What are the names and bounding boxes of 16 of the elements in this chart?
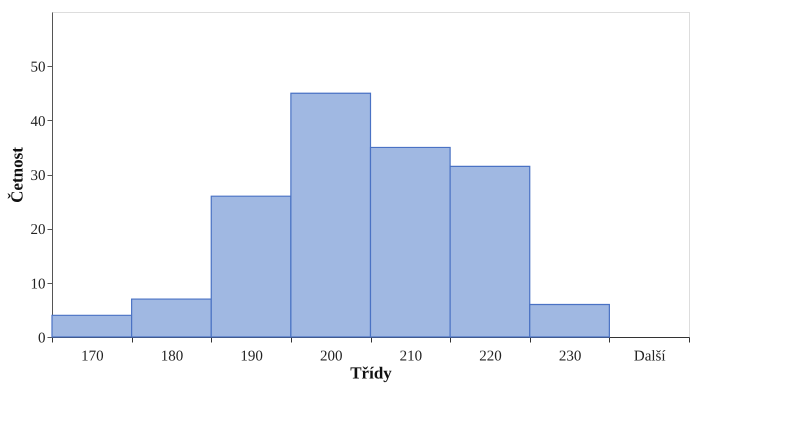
x-tick-label: 220 [479,348,502,364]
x-tick-label: 200 [320,348,342,364]
x-tick-label: 230 [558,348,582,364]
y-tick-label: 30 [30,168,46,184]
y-axis-title: Četnost [8,146,26,203]
y-tick-label: 10 [30,276,46,292]
x-tick-label: 210 [400,348,422,364]
y-tick-label: 50 [30,60,46,76]
x-axis-title: Třídy [350,364,392,382]
y-tick-label: 0 [38,330,46,346]
x-tick-label: 170 [81,348,104,364]
x-tick-label: 190 [240,348,263,364]
y-tick-label: 40 [30,114,46,130]
y-tick-label: 20 [30,222,46,238]
x-tick-label: 180 [160,348,184,364]
x-tick-label: Další [634,348,666,364]
